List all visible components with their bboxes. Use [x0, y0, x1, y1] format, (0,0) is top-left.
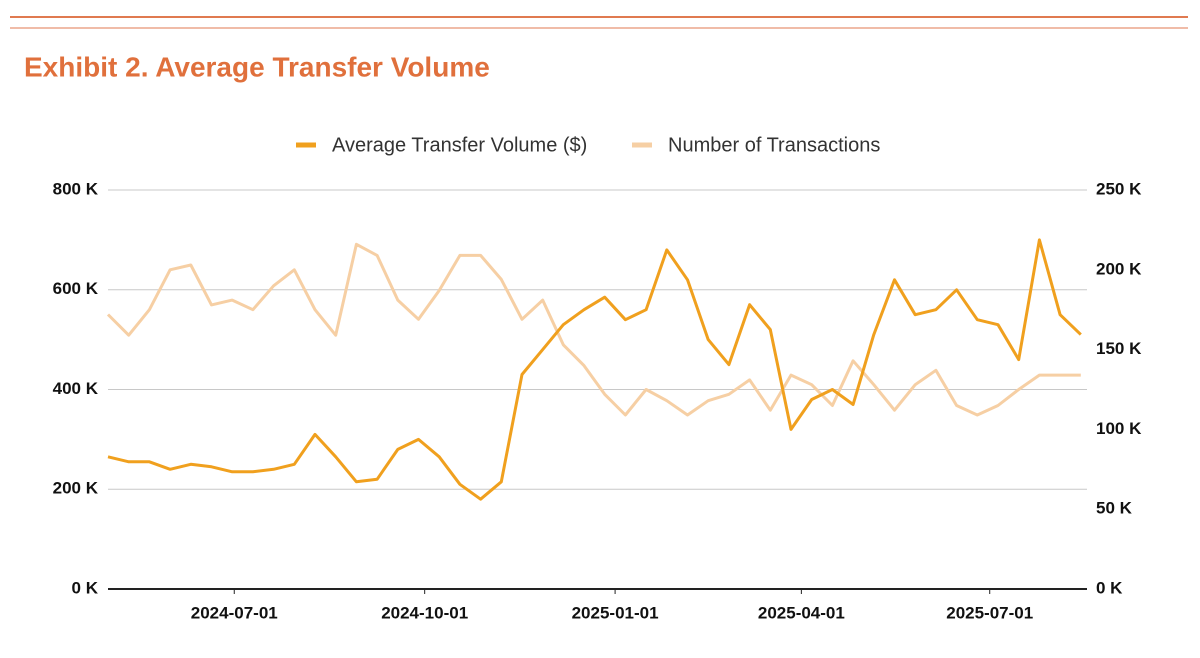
y2-tick-label: 100 K: [1096, 419, 1142, 438]
y2-tick-label: 150 K: [1096, 339, 1142, 358]
chart-title: Exhibit 2. Average Transfer Volume: [24, 51, 490, 82]
legend-label: Average Transfer Volume ($): [332, 134, 587, 156]
x-tick-label: 2025-04-01: [758, 603, 845, 622]
y-tick-label: 0 K: [72, 578, 99, 597]
y2-tick-label: 250 K: [1096, 179, 1142, 198]
x-tick-label: 2024-07-01: [191, 603, 278, 622]
y-tick-label: 400 K: [53, 379, 99, 398]
y-tick-label: 800 K: [53, 179, 99, 198]
x-tick-label: 2024-10-01: [381, 603, 468, 622]
x-tick-label: 2025-01-01: [572, 603, 659, 622]
legend-label: Number of Transactions: [668, 134, 880, 156]
y2-tick-label: 0 K: [1096, 578, 1123, 597]
y-tick-label: 600 K: [53, 279, 99, 298]
x-tick-label: 2025-07-01: [946, 603, 1033, 622]
y2-tick-label: 50 K: [1096, 499, 1133, 518]
series-line: [106, 242, 1081, 417]
y2-tick-label: 200 K: [1096, 259, 1142, 278]
y-tick-label: 200 K: [53, 479, 99, 498]
series-line: [107, 238, 1082, 501]
